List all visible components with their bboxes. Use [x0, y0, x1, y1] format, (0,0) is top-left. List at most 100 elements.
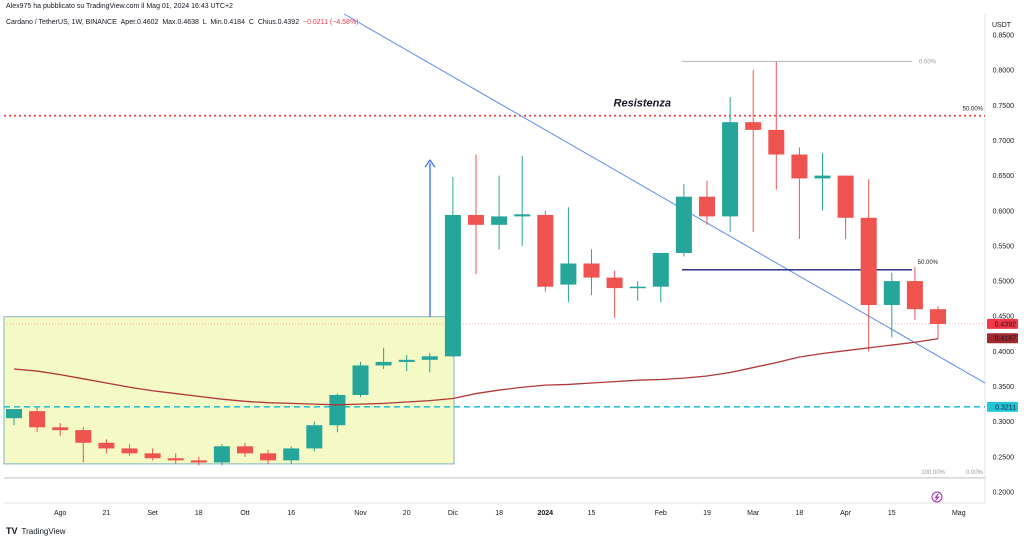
footer-brand: TV TradingView — [6, 526, 66, 536]
time-tick-label: 18 — [495, 510, 503, 517]
price-tick-label: 0.6500 — [993, 173, 1015, 180]
time-tick-label: Apr — [840, 510, 852, 517]
time-tick-label: 21 — [103, 510, 111, 517]
price-tick-label: 0.2000 — [993, 490, 1015, 497]
candle-body — [98, 442, 115, 449]
candle-body — [491, 216, 508, 225]
candle-body — [213, 446, 230, 463]
open-value: 0.4602 — [137, 19, 159, 26]
price-tick-label: 0.3000 — [993, 419, 1015, 426]
tradingview-logo-icon: TV — [6, 526, 18, 536]
candle-body — [52, 427, 69, 431]
flash-bolt-icon — [934, 493, 940, 501]
candle-body — [906, 281, 923, 310]
price-tick-label: 0.8500 — [993, 33, 1015, 40]
price-tick-label: 0.5500 — [993, 243, 1015, 250]
price-tick-label: 0.4000 — [993, 349, 1015, 356]
descending-trendline — [343, 13, 986, 384]
fib-bottom-right-label: 0.00% — [966, 470, 984, 476]
price-tick-label: 0.7000 — [993, 138, 1015, 145]
moving-average-line — [13, 338, 939, 406]
candle-body — [629, 286, 646, 289]
candle-body — [190, 460, 207, 463]
last-price-tag-bg — [987, 318, 1018, 329]
price-tick-label: 0.6000 — [993, 208, 1015, 215]
last-price-tag: 0.4392 — [995, 321, 1017, 328]
candle-body — [860, 217, 877, 305]
close-short-label: C — [248, 19, 254, 26]
high-label: Max. — [162, 19, 178, 26]
time-tick-label: 18 — [195, 510, 203, 517]
consolidation-box — [3, 316, 455, 465]
flash-icon — [931, 491, 943, 503]
high-value: 0.4638 — [177, 19, 199, 26]
publisher-line: Alex975 ha pubblicato su TradingView.com… — [6, 3, 233, 10]
candle-body — [260, 453, 277, 461]
resistance-fib-label: 50.00% — [963, 107, 984, 113]
candle-body — [306, 425, 323, 449]
time-tick-label: Mag — [952, 510, 966, 517]
low-value: 0.4184 — [223, 19, 245, 26]
candle-body — [144, 453, 161, 459]
fib-top-label: 0.00% — [919, 59, 937, 65]
level-fib-label: 50.00% — [918, 260, 939, 266]
brand-name: TradingView — [21, 526, 66, 536]
time-tick-label: 18 — [796, 510, 804, 517]
price-tick-label: 0.7500 — [993, 103, 1015, 110]
ma-price-tag: 0.4187 — [995, 336, 1017, 343]
symbol-info: Cardano / TetherUS, 1W, BINANCE Aper.0.4… — [6, 19, 359, 26]
symbol-name: Cardano / TetherUS, 1W, BINANCE — [6, 19, 117, 26]
candle-body — [121, 448, 138, 454]
time-tick-label: Mar — [747, 510, 760, 517]
close-value: 0.4392 — [277, 19, 300, 26]
candle-body — [329, 394, 346, 426]
candle-body — [237, 446, 253, 454]
time-tick-label: 15 — [888, 510, 896, 517]
time-tick-label: Feb — [655, 510, 667, 517]
candle-body — [814, 175, 831, 179]
candle-body — [375, 361, 392, 366]
time-tick-label: Ott — [240, 510, 249, 517]
candle-body — [352, 365, 369, 395]
candle-body — [583, 263, 600, 278]
candle-body — [768, 129, 785, 155]
candle-body — [167, 458, 184, 461]
candle-body — [514, 214, 531, 217]
candle-body — [398, 359, 415, 362]
candle-body — [675, 196, 692, 253]
change-value: −0.0211 (−4.58%) — [302, 19, 359, 26]
candle-body — [468, 214, 484, 225]
candle-body — [606, 277, 623, 289]
open-label: Aper. — [120, 19, 137, 26]
time-tick-label: 20 — [403, 510, 411, 517]
candles-group — [6, 61, 946, 466]
price-tick-label: 0.8000 — [993, 68, 1015, 75]
time-tick-label: 16 — [287, 510, 295, 517]
time-tick-label: Nov — [354, 510, 367, 517]
fib-bottom-label: 100.00% — [921, 470, 945, 476]
time-tick-label: 19 — [703, 510, 711, 517]
resistance-label: Resistenza — [614, 98, 671, 110]
candle-body — [930, 309, 946, 324]
support-price-tag-bg — [987, 401, 1018, 412]
currency-label: USDT — [992, 22, 1012, 29]
price-tick-label: 0.3500 — [993, 384, 1015, 391]
ma-price-tag-bg — [987, 333, 1018, 344]
candle-body — [560, 263, 577, 285]
price-tick-label: 0.2500 — [993, 454, 1015, 461]
candle-body — [722, 122, 739, 217]
candle-body — [699, 196, 715, 217]
arrow-head-icon — [424, 159, 436, 168]
candle-body — [652, 252, 669, 287]
candle-body — [883, 281, 900, 305]
time-tick-label: Dic — [448, 510, 459, 517]
time-tick-label: Ago — [54, 510, 67, 517]
candle-body — [6, 409, 22, 419]
candle-body — [29, 411, 46, 428]
candle-body — [791, 154, 808, 179]
candle-body — [537, 214, 554, 287]
candle-body — [75, 430, 92, 443]
candle-body — [283, 448, 300, 461]
candle-body — [837, 175, 854, 218]
